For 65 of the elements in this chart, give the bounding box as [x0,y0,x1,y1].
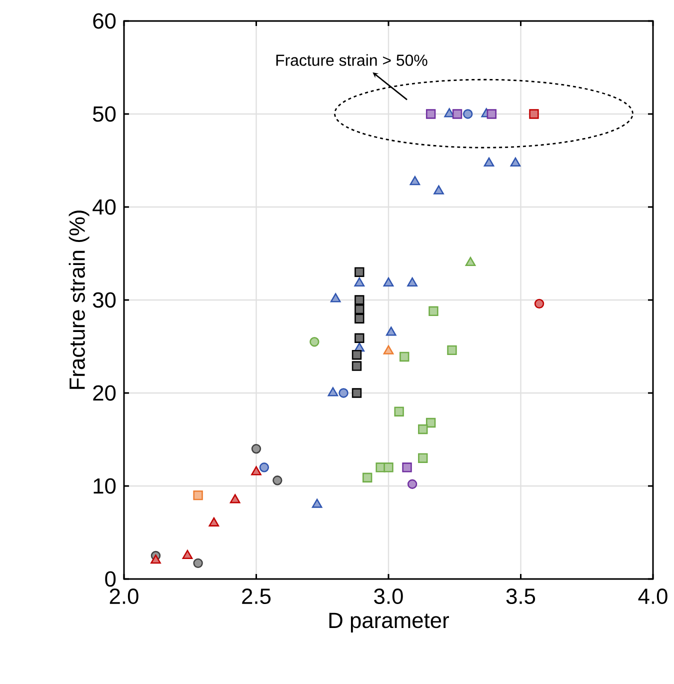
y-axis-title: Fracture strain (%) [68,210,90,389]
point [272,476,282,486]
point [193,558,203,568]
point [354,277,365,286]
point [386,326,396,336]
y-tick-label: 40 [92,199,116,215]
point [410,176,420,186]
point [484,157,494,167]
point [407,479,418,489]
point [510,157,521,167]
point [150,554,161,564]
x-tick-label: 2.5 [242,588,271,604]
point [328,387,338,396]
point [447,345,457,356]
point [352,361,362,371]
point [400,352,410,362]
point [338,388,348,398]
point [426,109,436,119]
point [465,256,476,266]
point [426,418,436,428]
point [534,298,544,309]
point [354,267,364,277]
point [354,314,364,324]
point [407,277,418,286]
y-tick-label: 0 [105,571,116,587]
y-tick-label: 20 [93,385,116,401]
point [208,517,220,526]
point [418,453,428,463]
x-tick-label: 4.0 [638,588,668,604]
y-tick-label: 60 [93,13,116,29]
point [434,185,444,194]
x-tick-label: 3.5 [506,588,536,604]
point [383,345,394,354]
point [402,462,412,472]
point [354,304,364,314]
point [230,494,240,504]
point [251,466,262,476]
point [312,498,322,508]
y-tick-label: 10 [94,478,116,494]
point [352,350,362,360]
x-tick-label: 3.0 [374,588,403,604]
point [352,388,362,398]
point [452,109,462,119]
point [384,462,394,472]
point [354,333,364,343]
point [182,550,193,559]
y-tick-label: 50 [92,106,116,122]
point [428,306,438,316]
annotation: Fracture strain > 50% [276,54,428,66]
point [394,406,404,416]
point [362,472,372,482]
point [354,295,364,305]
point [486,109,497,119]
x-axis-title: D parameter [329,612,450,632]
point [383,277,394,286]
point [310,336,320,347]
x-tick-label: 2.0 [110,588,138,604]
y-tick-label: 30 [92,292,116,308]
point [251,444,262,454]
point [330,293,341,302]
point [463,109,473,119]
point [193,490,203,500]
point [418,424,428,434]
point [259,462,270,472]
point [529,109,539,119]
